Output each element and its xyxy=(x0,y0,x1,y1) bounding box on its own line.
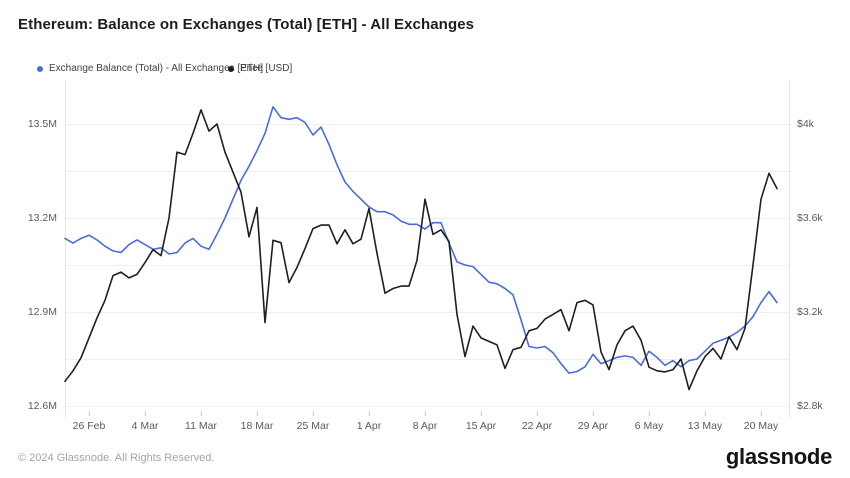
x-tick-label: 15 Apr xyxy=(465,420,497,432)
y-tick-label-left: 12.9M xyxy=(27,306,57,318)
x-tick-label: 1 Apr xyxy=(356,420,382,432)
x-tick-label: 26 Feb xyxy=(72,420,106,432)
x-tick-label: 6 May xyxy=(634,420,664,432)
y-tick-label-right: $2.8k xyxy=(797,400,823,412)
x-tick-label: 20 May xyxy=(743,420,779,432)
x-tick-label: 13 May xyxy=(687,420,723,432)
price-line-series xyxy=(64,109,778,391)
legend-dot-icon xyxy=(228,65,234,72)
legend-label: Price [USD] xyxy=(240,63,293,74)
copyright-text: © 2024 Glassnode. All Rights Reserved. xyxy=(18,452,215,464)
x-tick-label: 4 Mar xyxy=(131,420,159,432)
x-tick-label: 11 Mar xyxy=(185,420,217,432)
glassnode-logo: glassnode xyxy=(725,444,832,469)
x-tick-label: 25 Mar xyxy=(296,420,330,432)
y-tick-label-right: $4k xyxy=(797,118,814,130)
legend-item-price[interactable]: Price [USD] xyxy=(228,63,292,74)
legend-label: Exchange Balance (Total) - All Exchanges… xyxy=(49,63,263,74)
x-tick-label: 22 Apr xyxy=(521,420,553,432)
page-title: Ethereum: Balance on Exchanges (Total) [… xyxy=(18,16,475,33)
y-tick-label-left: 13.2M xyxy=(27,212,57,224)
x-tick-label: 8 Apr xyxy=(412,420,438,432)
y-tick-label-left: 13.5M xyxy=(27,118,57,130)
balance-line-series xyxy=(64,106,778,374)
y-tick-label-right: $3.2k xyxy=(797,306,823,318)
y-tick-label-left: 12.6M xyxy=(27,400,57,412)
x-tick-label: 29 Apr xyxy=(577,420,609,432)
legend-dot-icon xyxy=(37,65,43,72)
legend-item-exchange-balance[interactable]: Exchange Balance (Total) - All Exchanges… xyxy=(37,63,263,74)
y-tick-label-right: $3.6k xyxy=(797,212,823,224)
x-tick-label: 18 Mar xyxy=(240,420,274,432)
